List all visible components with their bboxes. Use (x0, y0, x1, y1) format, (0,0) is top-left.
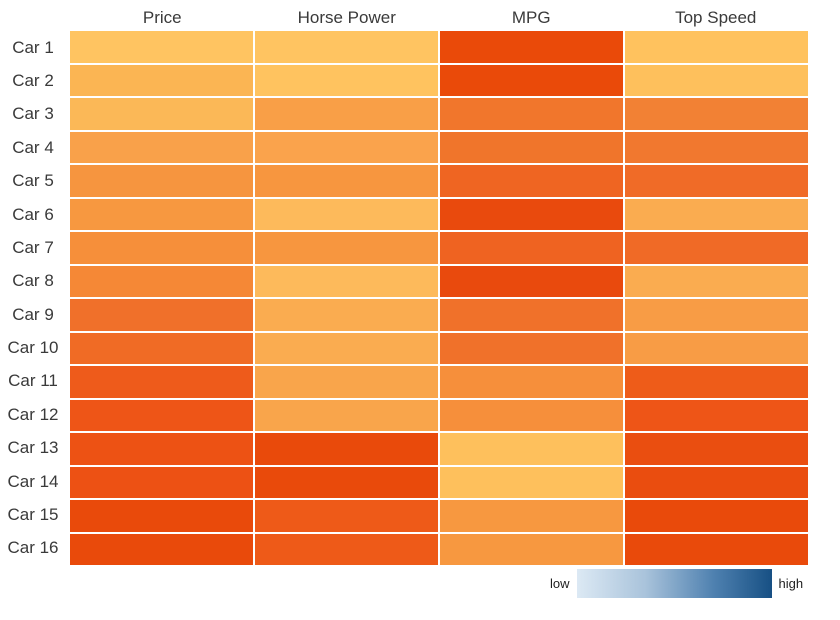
row-label-car-3: Car 3 (12, 104, 54, 124)
heatmap-cell-car-6-price[interactable] (70, 198, 253, 230)
heatmap-cell-car-7-mpg[interactable] (440, 232, 623, 264)
heatmap-cell-car-9-top-speed[interactable] (625, 299, 808, 331)
row-label-car-12: Car 12 (7, 404, 59, 424)
heatmap-cell-car-6-top-speed[interactable] (625, 198, 808, 230)
heatmap-cell-car-11-top-speed[interactable] (625, 366, 808, 398)
heatmap-cell-car-14-mpg[interactable] (440, 466, 623, 498)
legend-high-label: high (778, 575, 804, 591)
heatmap-cell-car-5-price[interactable] (70, 165, 253, 197)
heatmap-cell-car-8-price[interactable] (70, 265, 253, 297)
row-label-car-4: Car 4 (12, 137, 54, 157)
heatmap-cell-car-2-mpg[interactable] (440, 64, 623, 96)
heatmap-cell-car-15-mpg[interactable] (440, 500, 623, 532)
legend-gradient-bar (576, 568, 772, 598)
heatmap-cell-car-9-horse-power[interactable] (255, 299, 438, 331)
heatmap-cell-car-16-price[interactable] (70, 533, 253, 565)
row-label-car-6: Car 6 (12, 204, 54, 224)
heatmap-cell-car-7-horse-power[interactable] (255, 232, 438, 264)
row-label-car-7: Car 7 (12, 237, 54, 257)
heatmap-cell-car-14-horse-power[interactable] (255, 466, 438, 498)
heatmap-cell-car-13-price[interactable] (70, 433, 253, 465)
heatmap-cell-car-12-mpg[interactable] (440, 399, 623, 431)
heatmap-cell-car-13-top-speed[interactable] (625, 433, 808, 465)
column-header-mpg: MPG (511, 8, 551, 27)
heatmap-cell-car-10-price[interactable] (70, 332, 253, 364)
heatmap-cell-car-12-horse-power[interactable] (255, 399, 438, 431)
row-label-car-10: Car 10 (7, 338, 59, 358)
row-label-car-1: Car 1 (12, 37, 54, 57)
heatmap-cell-car-10-top-speed[interactable] (625, 332, 808, 364)
heatmap-cell-car-11-price[interactable] (70, 366, 253, 398)
heatmap-cell-car-4-price[interactable] (70, 131, 253, 163)
heatmap-cell-car-3-price[interactable] (70, 98, 253, 130)
heatmap-cell-car-14-price[interactable] (70, 466, 253, 498)
heatmap-cell-car-1-horse-power[interactable] (255, 31, 438, 63)
heatmap-cell-car-13-mpg[interactable] (440, 433, 623, 465)
heatmap-cell-car-10-horse-power[interactable] (255, 332, 438, 364)
heatmap-cell-car-6-horse-power[interactable] (255, 198, 438, 230)
column-header-top-speed: Top Speed (675, 8, 757, 27)
heatmap-cell-car-16-horse-power[interactable] (255, 533, 438, 565)
row-label-car-13: Car 13 (7, 438, 59, 458)
heatmap-cell-car-15-price[interactable] (70, 500, 253, 532)
column-header-horse-power: Horse Power (297, 8, 396, 27)
heatmap-cell-car-11-mpg[interactable] (440, 366, 623, 398)
heatmap-cell-car-12-price[interactable] (70, 399, 253, 431)
heatmap-cell-car-11-horse-power[interactable] (255, 366, 438, 398)
heatmap-cell-car-14-top-speed[interactable] (625, 466, 808, 498)
column-headers: Price Horse Power MPG Top Speed (70, 6, 808, 30)
heatmap-cell-car-2-top-speed[interactable] (625, 64, 808, 96)
heatmap-cell-car-13-horse-power[interactable] (255, 433, 438, 465)
heatmap-cell-car-15-horse-power[interactable] (255, 500, 438, 532)
heatmap-cell-car-4-mpg[interactable] (440, 131, 623, 163)
column-header-price: Price (142, 8, 182, 27)
row-label-car-2: Car 2 (12, 71, 54, 91)
row-labels: Car 1 Car 2 Car 3 Car 4 Car 5 Car 6 Car 7 Car 8… (0, 31, 66, 565)
heatmap-cell-car-12-top-speed[interactable] (625, 399, 808, 431)
heatmap-cell-car-8-top-speed[interactable] (625, 265, 808, 297)
row-label-car-16: Car 16 (7, 538, 59, 558)
row-label-car-11: Car 11 (8, 371, 58, 391)
heatmap-cell-car-3-horse-power[interactable] (255, 98, 438, 130)
heatmap-grid (70, 31, 808, 565)
row-label-car-9: Car 9 (12, 304, 54, 324)
heatmap-cell-car-2-price[interactable] (70, 64, 253, 96)
heatmap-cell-car-3-mpg[interactable] (440, 98, 623, 130)
heatmap-cell-car-9-price[interactable] (70, 299, 253, 331)
heatmap-cell-car-3-top-speed[interactable] (625, 98, 808, 130)
row-label-car-5: Car 5 (12, 171, 54, 191)
heatmap-cell-car-1-mpg[interactable] (440, 31, 623, 63)
heatmap-cell-car-5-horse-power[interactable] (255, 165, 438, 197)
heatmap-cell-car-8-mpg[interactable] (440, 265, 623, 297)
heatmap-cell-car-1-top-speed[interactable] (625, 31, 808, 63)
heatmap-cell-car-9-mpg[interactable] (440, 299, 623, 331)
heatmap-cell-car-5-top-speed[interactable] (625, 165, 808, 197)
color-legend: low high (550, 568, 803, 598)
row-label-car-14: Car 14 (7, 471, 59, 491)
heatmap-cell-car-5-mpg[interactable] (440, 165, 623, 197)
heatmap-cell-car-7-top-speed[interactable] (625, 232, 808, 264)
heatmap-cell-car-16-mpg[interactable] (440, 533, 623, 565)
heatmap-cell-car-2-horse-power[interactable] (255, 64, 438, 96)
heatmap-cell-car-7-price[interactable] (70, 232, 253, 264)
heatmap-cell-car-10-mpg[interactable] (440, 332, 623, 364)
row-label-car-8: Car 8 (12, 271, 54, 291)
legend-low-label: low (550, 575, 570, 591)
heatmap-cell-car-6-mpg[interactable] (440, 198, 623, 230)
row-label-car-15: Car 15 (7, 504, 59, 524)
heatmap-cell-car-16-top-speed[interactable] (625, 533, 808, 565)
heatmap-cell-car-8-horse-power[interactable] (255, 265, 438, 297)
heatmap-cell-car-4-top-speed[interactable] (625, 131, 808, 163)
heatmap-cell-car-4-horse-power[interactable] (255, 131, 438, 163)
heatmap-cell-car-1-price[interactable] (70, 31, 253, 63)
heatmap-cell-car-15-top-speed[interactable] (625, 500, 808, 532)
